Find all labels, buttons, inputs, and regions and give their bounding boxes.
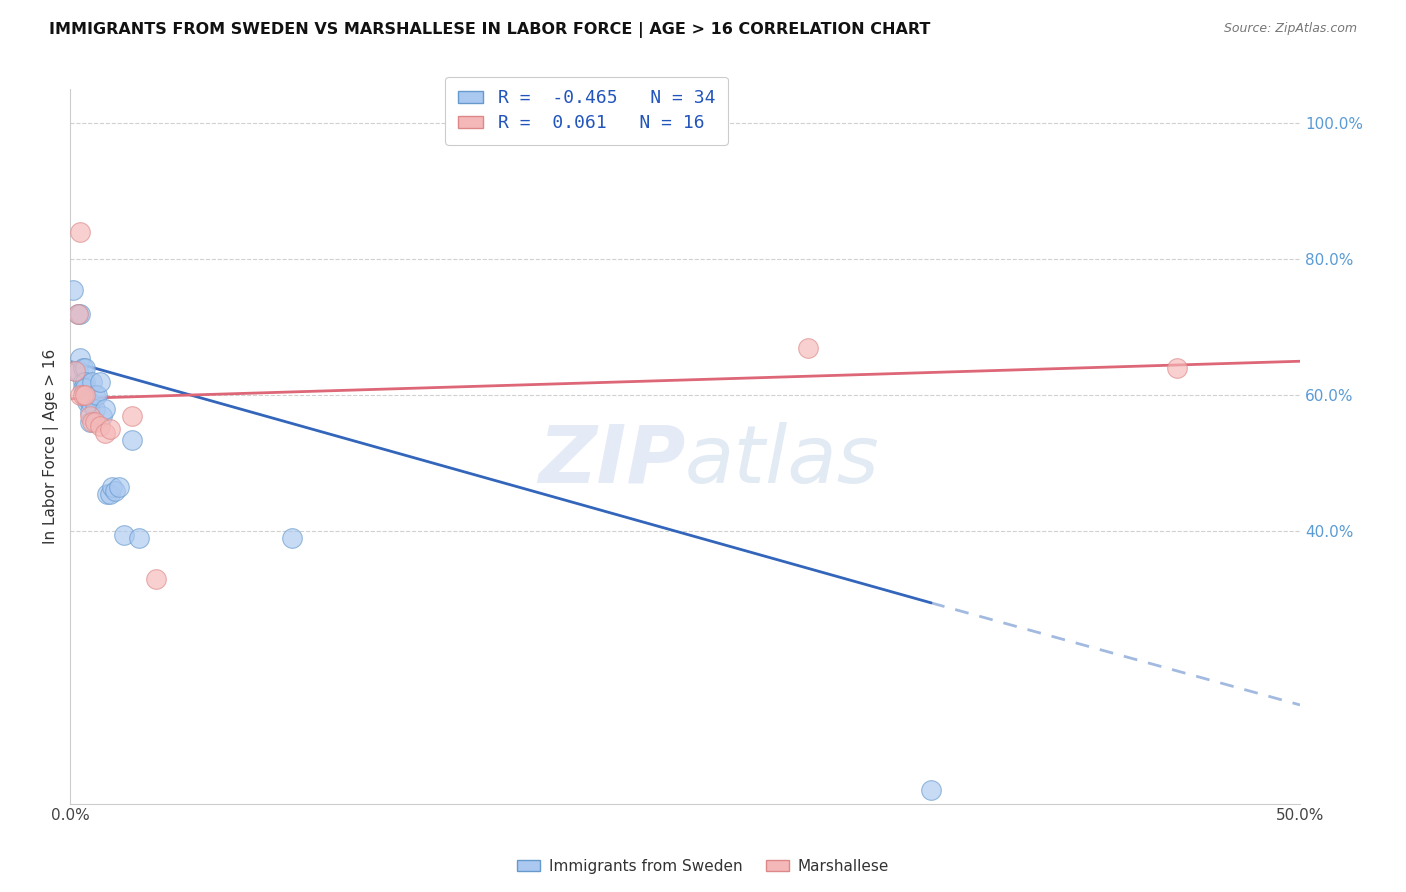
Legend: R =  -0.465   N = 34, R =  0.061   N = 16: R = -0.465 N = 34, R = 0.061 N = 16 <box>446 77 728 145</box>
Point <box>93 401 115 416</box>
Point <box>69 225 91 239</box>
Point <box>76 395 98 409</box>
Text: IMMIGRANTS FROM SWEDEN VS MARSHALLESE IN LABOR FORCE | AGE > 16 CORRELATION CHAR: IMMIGRANTS FROM SWEDEN VS MARSHALLESE IN… <box>49 22 931 38</box>
Point <box>91 409 114 423</box>
Point <box>89 418 111 433</box>
Point <box>93 425 115 440</box>
Point <box>66 307 89 321</box>
Point <box>101 480 124 494</box>
Point <box>72 361 94 376</box>
Point <box>83 388 105 402</box>
Point <box>98 422 121 436</box>
Point <box>69 307 91 321</box>
Point <box>63 364 86 378</box>
Point <box>920 783 942 797</box>
Point <box>73 361 96 376</box>
Point <box>62 283 84 297</box>
Point <box>797 341 820 355</box>
Point <box>83 416 105 430</box>
Point <box>72 375 94 389</box>
Point <box>96 487 118 501</box>
Point <box>73 388 96 402</box>
Point <box>82 416 104 430</box>
Point <box>73 375 96 389</box>
Point <box>128 531 150 545</box>
Point <box>72 388 94 402</box>
Point <box>112 528 135 542</box>
Point <box>69 351 91 365</box>
Point <box>145 572 167 586</box>
Point <box>86 388 108 402</box>
Point <box>1166 361 1188 376</box>
Point <box>83 401 105 416</box>
Point <box>103 483 125 498</box>
Point <box>72 382 94 396</box>
Point <box>89 375 111 389</box>
Text: Source: ZipAtlas.com: Source: ZipAtlas.com <box>1223 22 1357 36</box>
Point <box>121 433 143 447</box>
Point <box>66 364 89 378</box>
Legend: Immigrants from Sweden, Marshallese: Immigrants from Sweden, Marshallese <box>510 853 896 880</box>
Point <box>82 375 104 389</box>
Point <box>121 409 143 423</box>
Point <box>108 480 131 494</box>
Point <box>69 388 91 402</box>
Text: atlas: atlas <box>685 422 880 500</box>
Y-axis label: In Labor Force | Age > 16: In Labor Force | Age > 16 <box>44 349 59 544</box>
Point <box>79 409 101 423</box>
Point <box>79 395 101 409</box>
Point <box>79 405 101 419</box>
Point <box>63 364 86 378</box>
Point <box>76 392 98 406</box>
Text: ZIP: ZIP <box>537 422 685 500</box>
Point <box>73 382 96 396</box>
Point <box>280 531 302 545</box>
Point <box>98 487 121 501</box>
Point <box>79 416 101 430</box>
Point <box>66 307 89 321</box>
